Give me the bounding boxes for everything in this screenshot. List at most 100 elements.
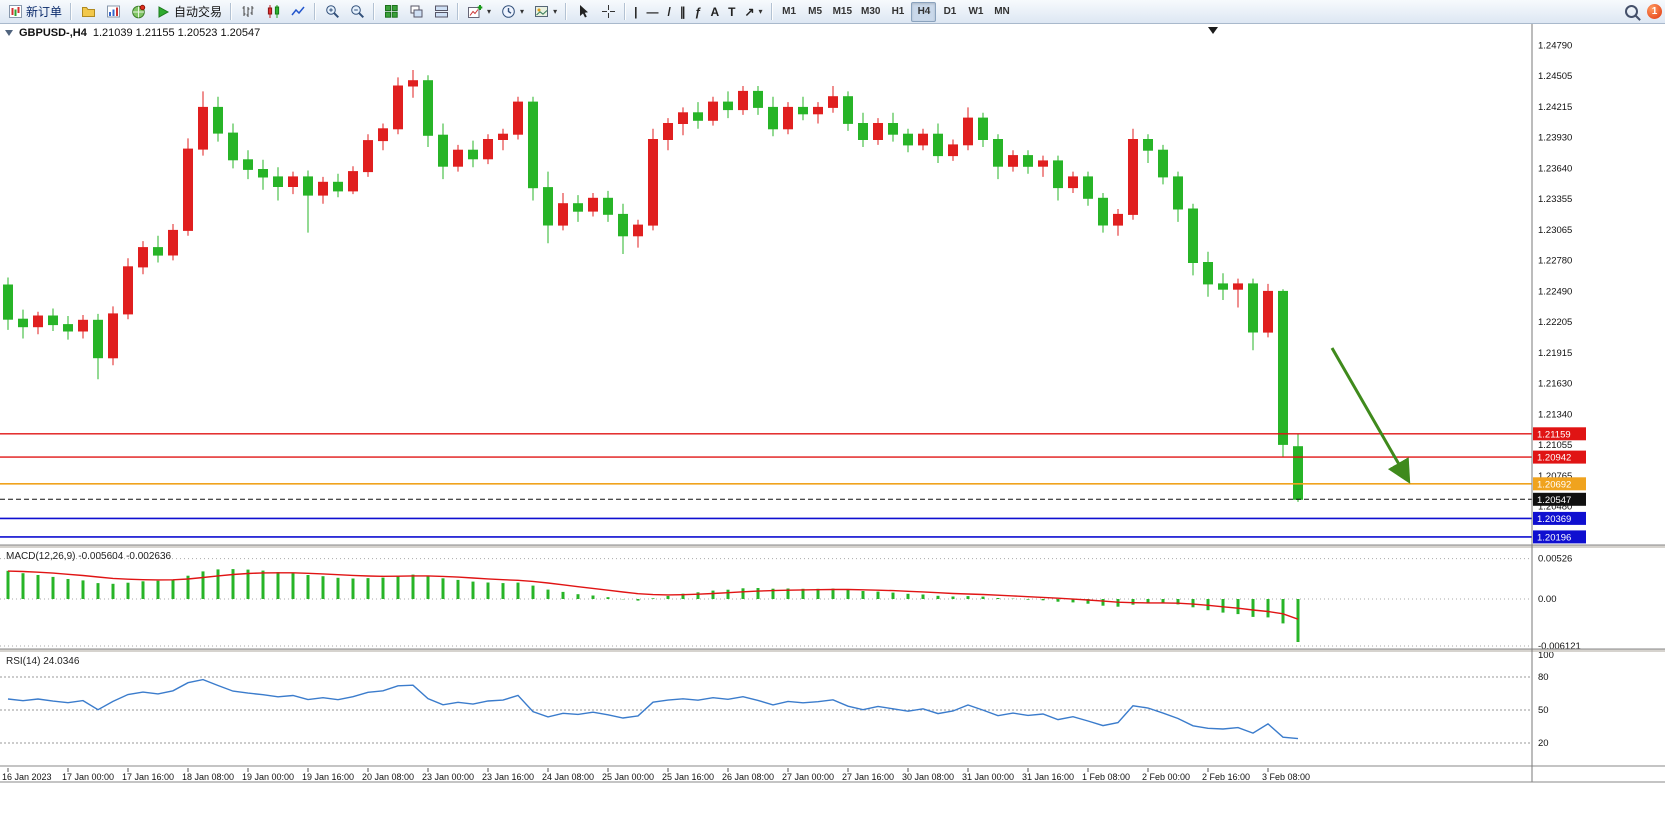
candle-body xyxy=(468,149,478,160)
candle-body xyxy=(18,318,28,328)
candle-body xyxy=(363,140,373,173)
separator xyxy=(457,3,460,20)
rsi-indicator-label: RSI(14) 24.0346 xyxy=(6,656,80,667)
dropdown-icon: ▾ xyxy=(487,7,492,16)
rsi-axis-label: 50 xyxy=(1538,705,1549,716)
timeframe-m30-button[interactable]: M30 xyxy=(857,2,884,22)
candle-body xyxy=(408,80,418,87)
candle-body xyxy=(1158,149,1168,178)
timeframe-mn-button[interactable]: MN xyxy=(989,2,1014,22)
tool-trendline-button[interactable]: / xyxy=(663,2,674,22)
notification-badge[interactable]: 1 xyxy=(1647,4,1662,19)
tool-label-button[interactable]: T xyxy=(724,2,739,22)
candle-body xyxy=(603,197,613,215)
candle-body xyxy=(1293,446,1303,500)
new-chart-button[interactable]: ▾ xyxy=(463,2,495,22)
search-button[interactable] xyxy=(1621,2,1642,22)
tool-horizontal-line-button[interactable]: — xyxy=(642,2,662,22)
market-watch-button[interactable] xyxy=(101,2,125,22)
period-button[interactable]: ▾ xyxy=(496,2,528,22)
arrange-windows-button[interactable] xyxy=(429,2,453,22)
candle-body xyxy=(723,101,733,111)
timeframe-h1-button[interactable]: H1 xyxy=(885,2,910,22)
template-button[interactable]: ▾ xyxy=(529,2,561,22)
candle-body xyxy=(543,187,553,226)
timeframe-h4-button[interactable]: H4 xyxy=(911,1,937,22)
candle-body xyxy=(918,133,928,146)
timeframe-m1-button[interactable]: M1 xyxy=(777,2,802,22)
bar-chart-button[interactable] xyxy=(236,2,260,22)
zoom-out-button[interactable] xyxy=(345,2,369,22)
candle-body xyxy=(348,171,358,192)
separator xyxy=(70,3,73,20)
template-icon xyxy=(533,4,549,20)
tool-channel-button[interactable]: ∥ xyxy=(676,2,690,22)
chart-area[interactable]: 1.24790 1.24505 1.24215 1.23930 1.23640 1.233… xyxy=(0,24,1665,835)
candle-body xyxy=(618,213,628,237)
tool-fibonacci-button[interactable]: ƒ xyxy=(691,2,706,22)
time-axis[interactable]: 16 Jan 2023 17 Jan 00:00 17 Jan 16:00 18 Ja… xyxy=(2,768,1310,782)
cascade-windows-icon xyxy=(408,4,424,20)
price-axis[interactable]: 1.24790 1.24505 1.24215 1.23930 1.23640 1.233… xyxy=(1533,40,1586,749)
one-click-trading-toggle[interactable] xyxy=(5,30,13,36)
time-axis-label: 3 Feb 08:00 xyxy=(1262,772,1310,782)
tile-windows-icon xyxy=(383,4,399,20)
price-axis-label: 1.23930 xyxy=(1538,132,1572,143)
price-chart[interactable]: 1.24790 1.24505 1.24215 1.23930 1.23640 1.233… xyxy=(0,24,1665,835)
candle-body xyxy=(588,197,598,212)
zoom-in-button[interactable] xyxy=(320,2,344,22)
time-axis-label: 2 Feb 16:00 xyxy=(1202,772,1250,782)
price-tag-label: 1.20692 xyxy=(1537,479,1571,490)
price-axis-label: 1.22205 xyxy=(1538,317,1572,328)
macd-signal-line xyxy=(7,570,1299,620)
candle-body xyxy=(1038,160,1048,167)
candle-body xyxy=(243,159,253,170)
time-axis-label: 31 Jan 16:00 xyxy=(1022,772,1074,782)
candle-body xyxy=(1263,290,1273,333)
dropdown-icon: ▾ xyxy=(553,7,558,16)
candle-body xyxy=(873,123,883,140)
timeframe-d1-button[interactable]: D1 xyxy=(937,2,962,22)
candle-body xyxy=(498,133,508,140)
trend-arrow[interactable] xyxy=(1330,347,1411,484)
candle-body xyxy=(948,144,958,157)
navigator-button[interactable] xyxy=(126,2,150,22)
cascade-windows-button[interactable] xyxy=(404,2,428,22)
candle-body xyxy=(708,101,718,121)
price-axis-label: 1.23355 xyxy=(1538,194,1572,205)
tool-text-button[interactable]: A xyxy=(706,2,723,22)
price-axis-label: 1.24790 xyxy=(1538,40,1572,51)
clock-icon xyxy=(500,4,516,20)
auto-trading-button[interactable]: 自动交易 xyxy=(151,2,226,22)
timeframe-m5-button[interactable]: M5 xyxy=(803,2,828,22)
candle-body xyxy=(633,224,643,237)
profiles-button[interactable] xyxy=(76,2,100,22)
crosshair-button[interactable] xyxy=(596,2,620,22)
tool-vertical-line-button[interactable]: | xyxy=(630,2,641,22)
price-tag xyxy=(1533,427,1586,441)
time-axis-label: 25 Jan 00:00 xyxy=(602,772,654,782)
time-axis-label: 19 Jan 00:00 xyxy=(242,772,294,782)
candle-body xyxy=(813,106,823,115)
separator xyxy=(314,3,317,20)
time-axis-label: 20 Jan 08:00 xyxy=(362,772,414,782)
candle-body xyxy=(1083,176,1093,199)
timeframe-w1-button[interactable]: W1 xyxy=(963,2,988,22)
tool-arrows-button[interactable]: ↗ ▾ xyxy=(740,2,766,22)
price-axis-label: 1.22780 xyxy=(1538,255,1572,266)
chart-shift-marker[interactable] xyxy=(1208,27,1218,34)
horizontal-line-icon: — xyxy=(646,4,659,19)
new-order-button[interactable]: 新订单 xyxy=(3,2,66,22)
candlestick-chart-button[interactable] xyxy=(261,2,285,22)
cursor-button[interactable] xyxy=(571,2,595,22)
candle-body xyxy=(678,112,688,125)
profiles-folder-icon xyxy=(80,4,96,20)
analysis-lines[interactable] xyxy=(0,347,1532,538)
candle-body xyxy=(978,117,988,140)
tile-windows-button[interactable] xyxy=(379,2,403,22)
timeframe-m15-button[interactable]: M15 xyxy=(829,2,856,22)
candle-body xyxy=(843,96,853,124)
candle-body xyxy=(1173,176,1183,210)
separator xyxy=(624,3,627,20)
line-chart-button[interactable] xyxy=(286,2,310,22)
